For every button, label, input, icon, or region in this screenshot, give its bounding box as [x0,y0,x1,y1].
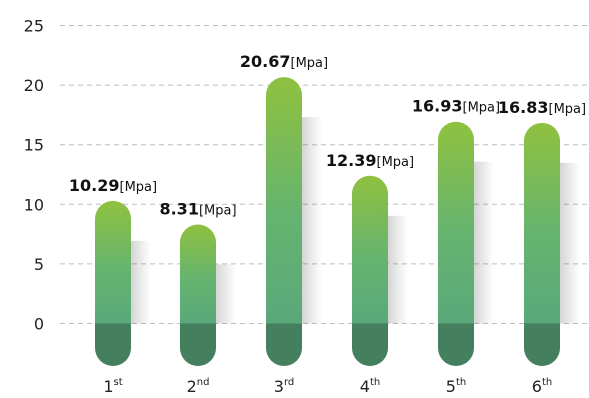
y-tick-label: 15 [24,136,44,155]
y-tick-label: 20 [24,76,44,95]
y-tick-label: 25 [24,17,44,36]
bar [95,200,131,324]
bar-shadow [214,264,236,324]
bar [352,175,388,324]
x-tick-label: 5th [446,377,466,396]
value-label: 16.83[Mpa] [498,98,586,117]
bar [438,121,474,324]
bar-base [438,323,474,366]
bar-base [352,323,388,366]
value-label: 10.29[Mpa] [69,176,157,195]
bar-shadow [558,162,580,324]
value-label: 20.67[Mpa] [240,52,328,71]
bar-base [266,323,302,366]
bar-shadow [386,215,408,324]
x-tick-label: 3rd [274,377,294,396]
value-label: 8.31[Mpa] [159,199,236,218]
bar [180,224,216,324]
bar-shadow [300,117,322,324]
bar-shadow [129,240,151,324]
x-tick-label: 2nd [187,377,210,396]
y-tick-label: 5 [34,255,44,274]
bar-base [95,323,131,366]
value-labels: 10.29[Mpa]8.31[Mpa] 20.67[Mpa] 12.39[Mpa] 1… [69,52,586,218]
gridlines [60,25,589,324]
y-tick-label: 0 [34,315,44,334]
bar-base [180,323,216,366]
y-axis-ticks: 0 5 10 15 20 25 [24,17,44,334]
x-axis-labels: 1st 2nd 3rd 4th 5th 6th [103,377,552,396]
y-tick-label: 10 [24,195,44,214]
bars [95,77,580,366]
x-tick-label: 4th [360,377,380,396]
bar [266,77,302,324]
bar-shadow [472,161,494,324]
value-label: 12.39[Mpa] [326,151,414,170]
x-tick-label: 1st [103,377,122,396]
value-label: 16.93[Mpa] [412,97,500,116]
bar [524,122,560,324]
bar-base [524,323,560,366]
x-tick-label: 6th [532,377,552,396]
